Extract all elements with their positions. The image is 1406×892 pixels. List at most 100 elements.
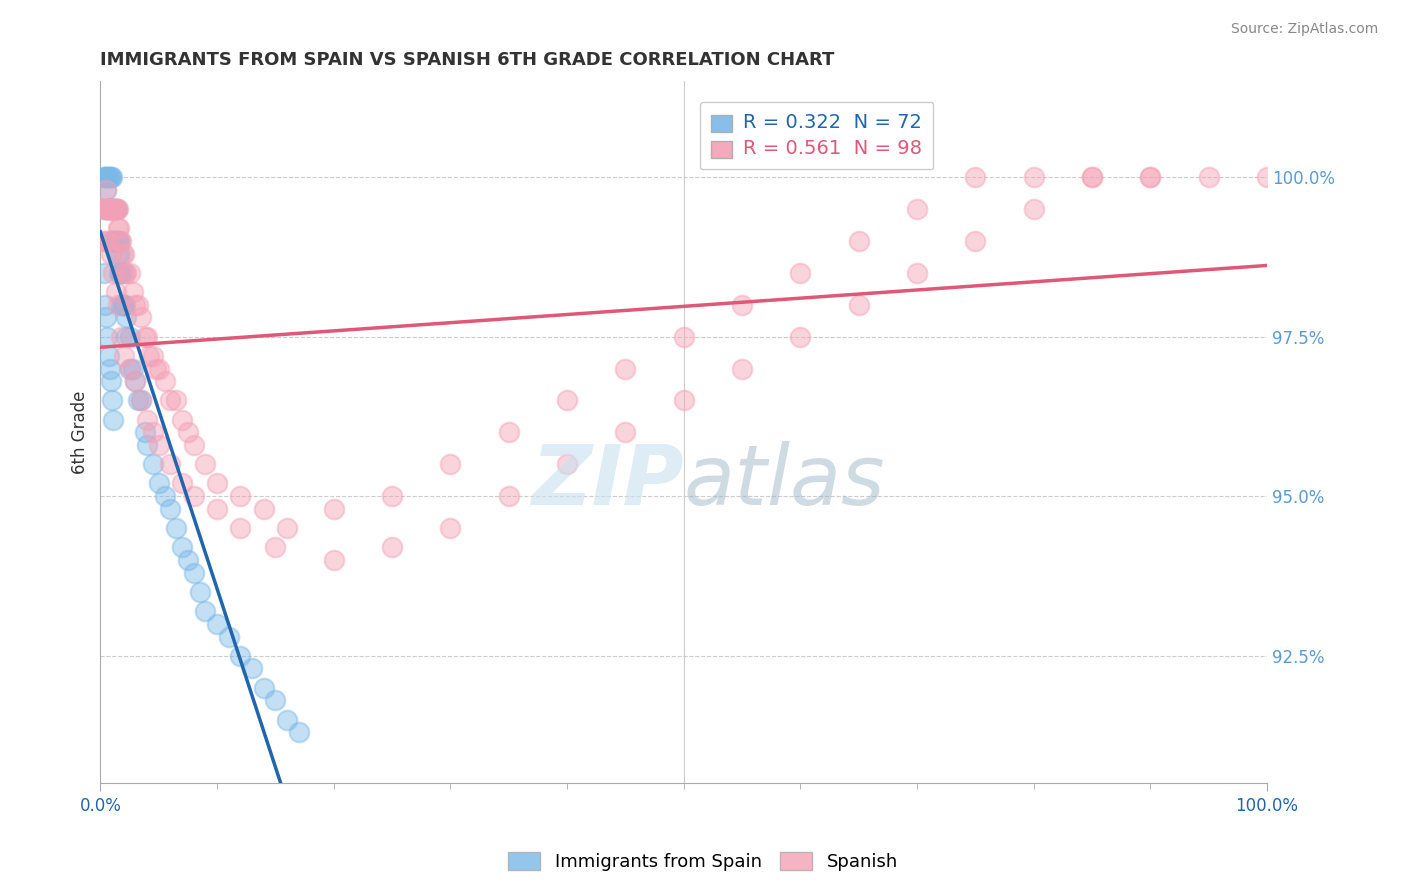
Point (93, 202, 115, 216)
Point (122, 361, 145, 376)
Point (322, 502, 344, 516)
Point (136, 412, 159, 426)
Point (129, 310, 152, 325)
Point (134, 425, 156, 440)
Point (165, 521, 187, 535)
Point (111, 266, 134, 280)
Point (287, 725, 309, 739)
Point (789, 329, 811, 343)
Point (127, 393, 149, 408)
Point (96, 329, 118, 343)
Point (1022, 170, 1045, 185)
Point (108, 246, 131, 260)
Point (177, 553, 200, 567)
Point (229, 521, 252, 535)
Point (129, 393, 152, 408)
Point (101, 234, 124, 248)
Point (127, 298, 149, 312)
Point (439, 457, 461, 471)
Point (148, 476, 170, 491)
Point (381, 540, 404, 554)
Point (183, 566, 205, 580)
Point (100, 246, 122, 260)
Point (264, 540, 287, 554)
Point (276, 521, 298, 535)
Point (98, 202, 121, 216)
Point (136, 329, 159, 343)
Point (100, 202, 122, 216)
Point (107, 234, 129, 248)
Point (103, 202, 125, 216)
Text: Source: ZipAtlas.com: Source: ZipAtlas.com (1230, 22, 1378, 37)
Point (183, 489, 205, 503)
Point (848, 234, 870, 248)
Point (905, 266, 928, 280)
Point (105, 202, 128, 216)
Point (107, 221, 129, 235)
Point (97, 202, 120, 216)
Point (322, 553, 344, 567)
Point (381, 489, 404, 503)
Point (118, 329, 141, 343)
Point (103, 202, 125, 216)
Point (110, 234, 132, 248)
Point (205, 476, 228, 491)
Point (96, 170, 118, 185)
Point (98, 202, 121, 216)
Point (229, 648, 252, 663)
Point (153, 489, 176, 503)
Point (124, 374, 146, 388)
Point (118, 361, 141, 376)
Point (194, 604, 217, 618)
Point (97, 170, 120, 185)
Point (194, 457, 217, 471)
Point (142, 457, 165, 471)
Point (115, 329, 138, 343)
Point (153, 374, 176, 388)
Point (614, 361, 637, 376)
Point (205, 616, 228, 631)
Point (94, 170, 117, 185)
Point (170, 412, 193, 426)
Point (114, 298, 136, 312)
Point (103, 202, 125, 216)
Point (103, 234, 125, 248)
Point (159, 393, 181, 408)
Point (101, 393, 124, 408)
Point (111, 298, 134, 312)
Point (148, 438, 170, 452)
Point (218, 630, 240, 644)
Point (177, 425, 200, 440)
Y-axis label: 6th Grade: 6th Grade (72, 391, 89, 474)
Point (188, 585, 211, 599)
Point (101, 170, 124, 185)
Point (253, 502, 276, 516)
Point (112, 298, 135, 312)
Point (103, 202, 125, 216)
Point (229, 489, 252, 503)
Point (96, 234, 118, 248)
Legend: Immigrants from Spain, Spanish: Immigrants from Spain, Spanish (501, 845, 905, 879)
Point (614, 425, 637, 440)
Point (114, 266, 136, 280)
Point (93, 170, 115, 185)
Point (498, 489, 520, 503)
Point (1139, 170, 1161, 185)
Point (93, 234, 115, 248)
Point (105, 202, 128, 216)
Point (142, 349, 165, 363)
Point (107, 202, 129, 216)
Point (264, 693, 287, 707)
Point (108, 234, 131, 248)
Point (111, 246, 134, 260)
Point (98, 361, 121, 376)
Point (498, 425, 520, 440)
Point (170, 476, 193, 491)
Point (112, 349, 135, 363)
Point (100, 170, 122, 185)
Point (97, 234, 120, 248)
Point (439, 521, 461, 535)
Point (731, 298, 754, 312)
Text: atlas: atlas (683, 441, 886, 522)
Point (1198, 170, 1220, 185)
